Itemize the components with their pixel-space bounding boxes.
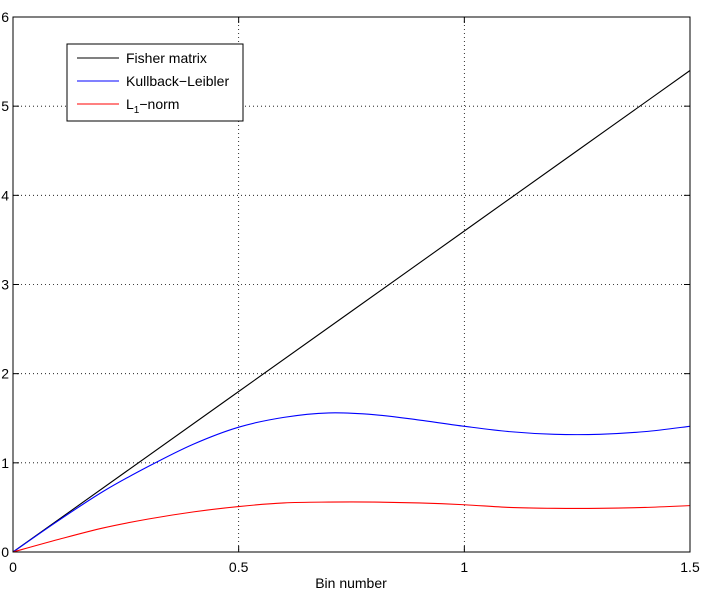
legend-label-fisher: Fisher matrix	[126, 50, 207, 66]
legend-label-l1-main: L	[126, 96, 134, 112]
x-tick-label: 1.5	[680, 559, 700, 575]
legend-label-l1-sub: 1	[134, 105, 140, 116]
series-l1-norm	[12, 501, 691, 553]
y-tick-label: 1	[1, 455, 9, 471]
series-kullback-leibler	[12, 412, 691, 553]
legend-box	[66, 43, 244, 122]
x-axis-label: Bin number	[315, 575, 387, 591]
series-group	[12, 70, 691, 553]
legend-label-kl: Kullback−Leibler	[126, 73, 229, 89]
y-tick-label: 2	[1, 366, 9, 382]
series-fisher-matrix	[12, 70, 691, 553]
x-tick-label: 0.5	[229, 559, 249, 575]
y-tick-label: 6	[1, 9, 9, 25]
y-tick-label: 3	[1, 277, 9, 293]
x-tick-label: 0	[9, 559, 17, 575]
legend-label-l1: L1−norm	[126, 96, 179, 116]
x-tick-label: 1	[460, 559, 468, 575]
ticks: 0 0.5 1 1.5 0 1 2 3 4 5 6	[1, 9, 700, 575]
y-tick-label: 0	[1, 544, 9, 560]
legend: Fisher matrix Kullback−Leibler L1−norm	[66, 43, 244, 122]
y-tick-label: 5	[1, 98, 9, 114]
legend-label-l1-rest: −norm	[139, 96, 179, 112]
y-tick-label: 4	[1, 187, 9, 203]
